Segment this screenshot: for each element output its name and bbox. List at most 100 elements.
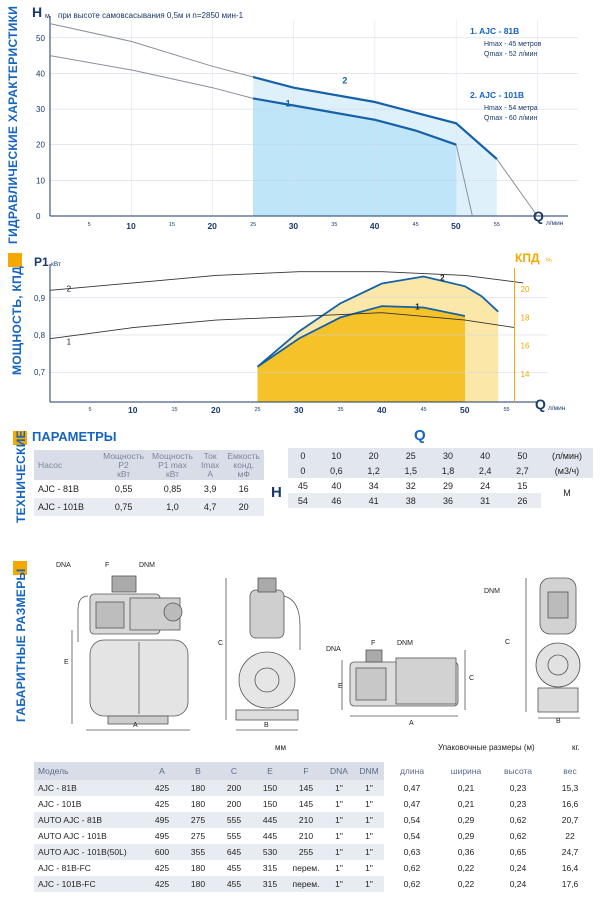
y-right-tick-label: 20 <box>521 285 530 294</box>
dims-cell: 0,21 <box>440 780 492 796</box>
h-cell: 15 <box>517 480 528 491</box>
x-minor-tick-label: 55 <box>494 222 500 228</box>
dims-cell: 1" <box>365 879 373 889</box>
dims-cell: AJC - 81B-FC <box>38 863 91 873</box>
q-cell: 2,7 <box>516 465 529 476</box>
x-tick-label: 40 <box>370 221 380 231</box>
params-cell: 4,7 <box>196 498 224 516</box>
legend-1-name: 1. AJC - 81B <box>470 26 519 36</box>
dims-cell: 180 <box>190 879 206 889</box>
q-table-label: Q <box>414 427 426 444</box>
params-cell: 0,75 <box>99 498 149 516</box>
dims-cell: 645 <box>226 847 242 857</box>
q-axis-unit: л/мин <box>546 220 564 227</box>
y-right-tick-label: 16 <box>521 342 530 351</box>
y-tick-label: 20 <box>36 141 45 150</box>
dims-cell: 180 <box>190 863 206 873</box>
dims-cell: 145 <box>298 799 314 809</box>
dims-col: Модель <box>34 762 144 780</box>
h-cell: 32 <box>405 480 416 491</box>
dims-col: вес <box>544 762 596 780</box>
x-tick-label: 30 <box>289 221 299 231</box>
p1-axis-label: P1 <box>34 255 49 269</box>
params-side-title: ТЕХНИЧЕСКИЕ <box>14 430 28 523</box>
q-unit: (м3/ч) <box>554 465 580 476</box>
dims-row: AUTO AJC - 81B 495 275 555 445 210 1" 1" 0,54 0,2… <box>34 812 596 828</box>
dims-cell: 150 <box>262 783 278 793</box>
legend-2-line1: Hmax - 54 метра <box>484 105 538 112</box>
dims-col: F <box>288 762 324 780</box>
dim-label-b-2: B <box>556 718 561 725</box>
dims-col: ширина <box>440 762 492 780</box>
dims-cell: 1" <box>365 815 373 825</box>
params-cell: 3,9 <box>203 484 217 494</box>
dims-cell: 1" <box>365 799 373 809</box>
dims-cell: 16,4 <box>544 860 596 876</box>
params-cell: AJC - 81B <box>38 484 80 494</box>
kpd-axis-label: КПД <box>515 251 540 265</box>
dims-drawings: DNA F DNM E A C B DNA F DNM E A C <box>56 562 581 731</box>
dims-cell: 445 <box>262 815 278 825</box>
dims-cell: 495 <box>154 831 170 841</box>
dims-cell: 0,54 <box>384 828 440 844</box>
params-cell: AJC - 101B <box>34 498 100 516</box>
efficiency-curve-label-1: 1 <box>415 302 420 311</box>
dim-label-f-2: F <box>371 640 375 647</box>
y-tick-label: 10 <box>36 176 45 185</box>
dim-label-c-2: C <box>469 675 474 682</box>
dim-label-dna: DNA <box>56 562 71 569</box>
params-col-p2: Мощность P2 кВт <box>99 450 149 480</box>
h-cell: 41 <box>368 495 379 506</box>
q-cell: 2,4 <box>478 465 492 476</box>
dim-label-b: B <box>264 722 269 729</box>
params-title: ПАРАМЕТРЫ <box>32 429 117 444</box>
auto-unit-side-drawing <box>71 575 190 731</box>
legend-2-line2: Qmax - 60 л/мин <box>484 115 537 122</box>
dims-cell: 0,23 <box>492 796 544 812</box>
dims-cell: 425 <box>154 799 170 809</box>
dims-cell: 0,22 <box>440 876 492 892</box>
dims-cell: 0,62 <box>384 876 440 892</box>
curve-label-1: 1 <box>286 99 291 109</box>
x-tick-label: 20 <box>211 405 221 415</box>
power-curve-2 <box>49 271 524 291</box>
params-cell: 16 <box>238 484 249 494</box>
dims-cell: 555 <box>226 831 242 841</box>
x-minor-tick-label: 5 <box>89 407 92 413</box>
x-minor-tick-label: 55 <box>504 407 510 413</box>
efficiency-curve-label-2: 2 <box>440 273 445 282</box>
params-table: Насос Мощность P2 кВт Мощность P1 max кВт То… <box>34 450 264 516</box>
q-cell: 50 <box>517 450 528 461</box>
q-cell: 0,6 <box>330 465 343 476</box>
dims-col: DNA <box>324 762 354 780</box>
dims-col: B <box>180 762 216 780</box>
q-axis-label: Q <box>533 208 544 224</box>
h-cell: 26 <box>517 495 528 506</box>
dims-cell: AUTO AJC - 101B(50L) <box>38 847 127 857</box>
x-minor-tick-label: 5 <box>88 222 91 228</box>
params-cell: 20 <box>223 498 264 516</box>
params-row: AJC - 81B 0,55 0,85 3,9 16 <box>34 480 264 498</box>
params-row: AJC - 101B 0,75 1,0 4,7 20 <box>34 498 264 516</box>
mm-label: мм <box>275 743 286 752</box>
h-unit: М <box>541 478 593 508</box>
auto-unit-front-drawing <box>225 577 301 731</box>
x-tick-label: 30 <box>294 405 304 415</box>
dims-col: C <box>216 762 252 780</box>
hydraulic-subtitle: при высоте самовсасывания 0,5м и n=2850 … <box>58 11 244 20</box>
dims-cell: 355 <box>190 847 206 857</box>
legend-2-name: 2. AJC - 101B <box>470 90 524 100</box>
q-table: 0 10 20 25 30 40 50 (л/мин) 0 0,6 1,2 1,… <box>288 448 593 508</box>
q-cell: 1,2 <box>367 465 380 476</box>
q-cell: 1,5 <box>404 465 418 476</box>
dims-cell: 0,24 <box>492 876 544 892</box>
x-minor-tick-label: 25 <box>250 222 256 228</box>
dims-cell: 17,6 <box>544 876 596 892</box>
h-table-label: H <box>271 484 282 501</box>
dims-cell: 0,22 <box>440 860 492 876</box>
dims-row: AUTO AJC - 101B 495 275 555 445 210 1" 1" 0,54 0,… <box>34 828 596 844</box>
dims-cell: 600 <box>154 847 170 857</box>
dims-cell: 20,7 <box>544 812 596 828</box>
x-minor-tick-label: 25 <box>255 407 261 413</box>
dims-cell: AUTO AJC - 81B <box>38 815 103 825</box>
